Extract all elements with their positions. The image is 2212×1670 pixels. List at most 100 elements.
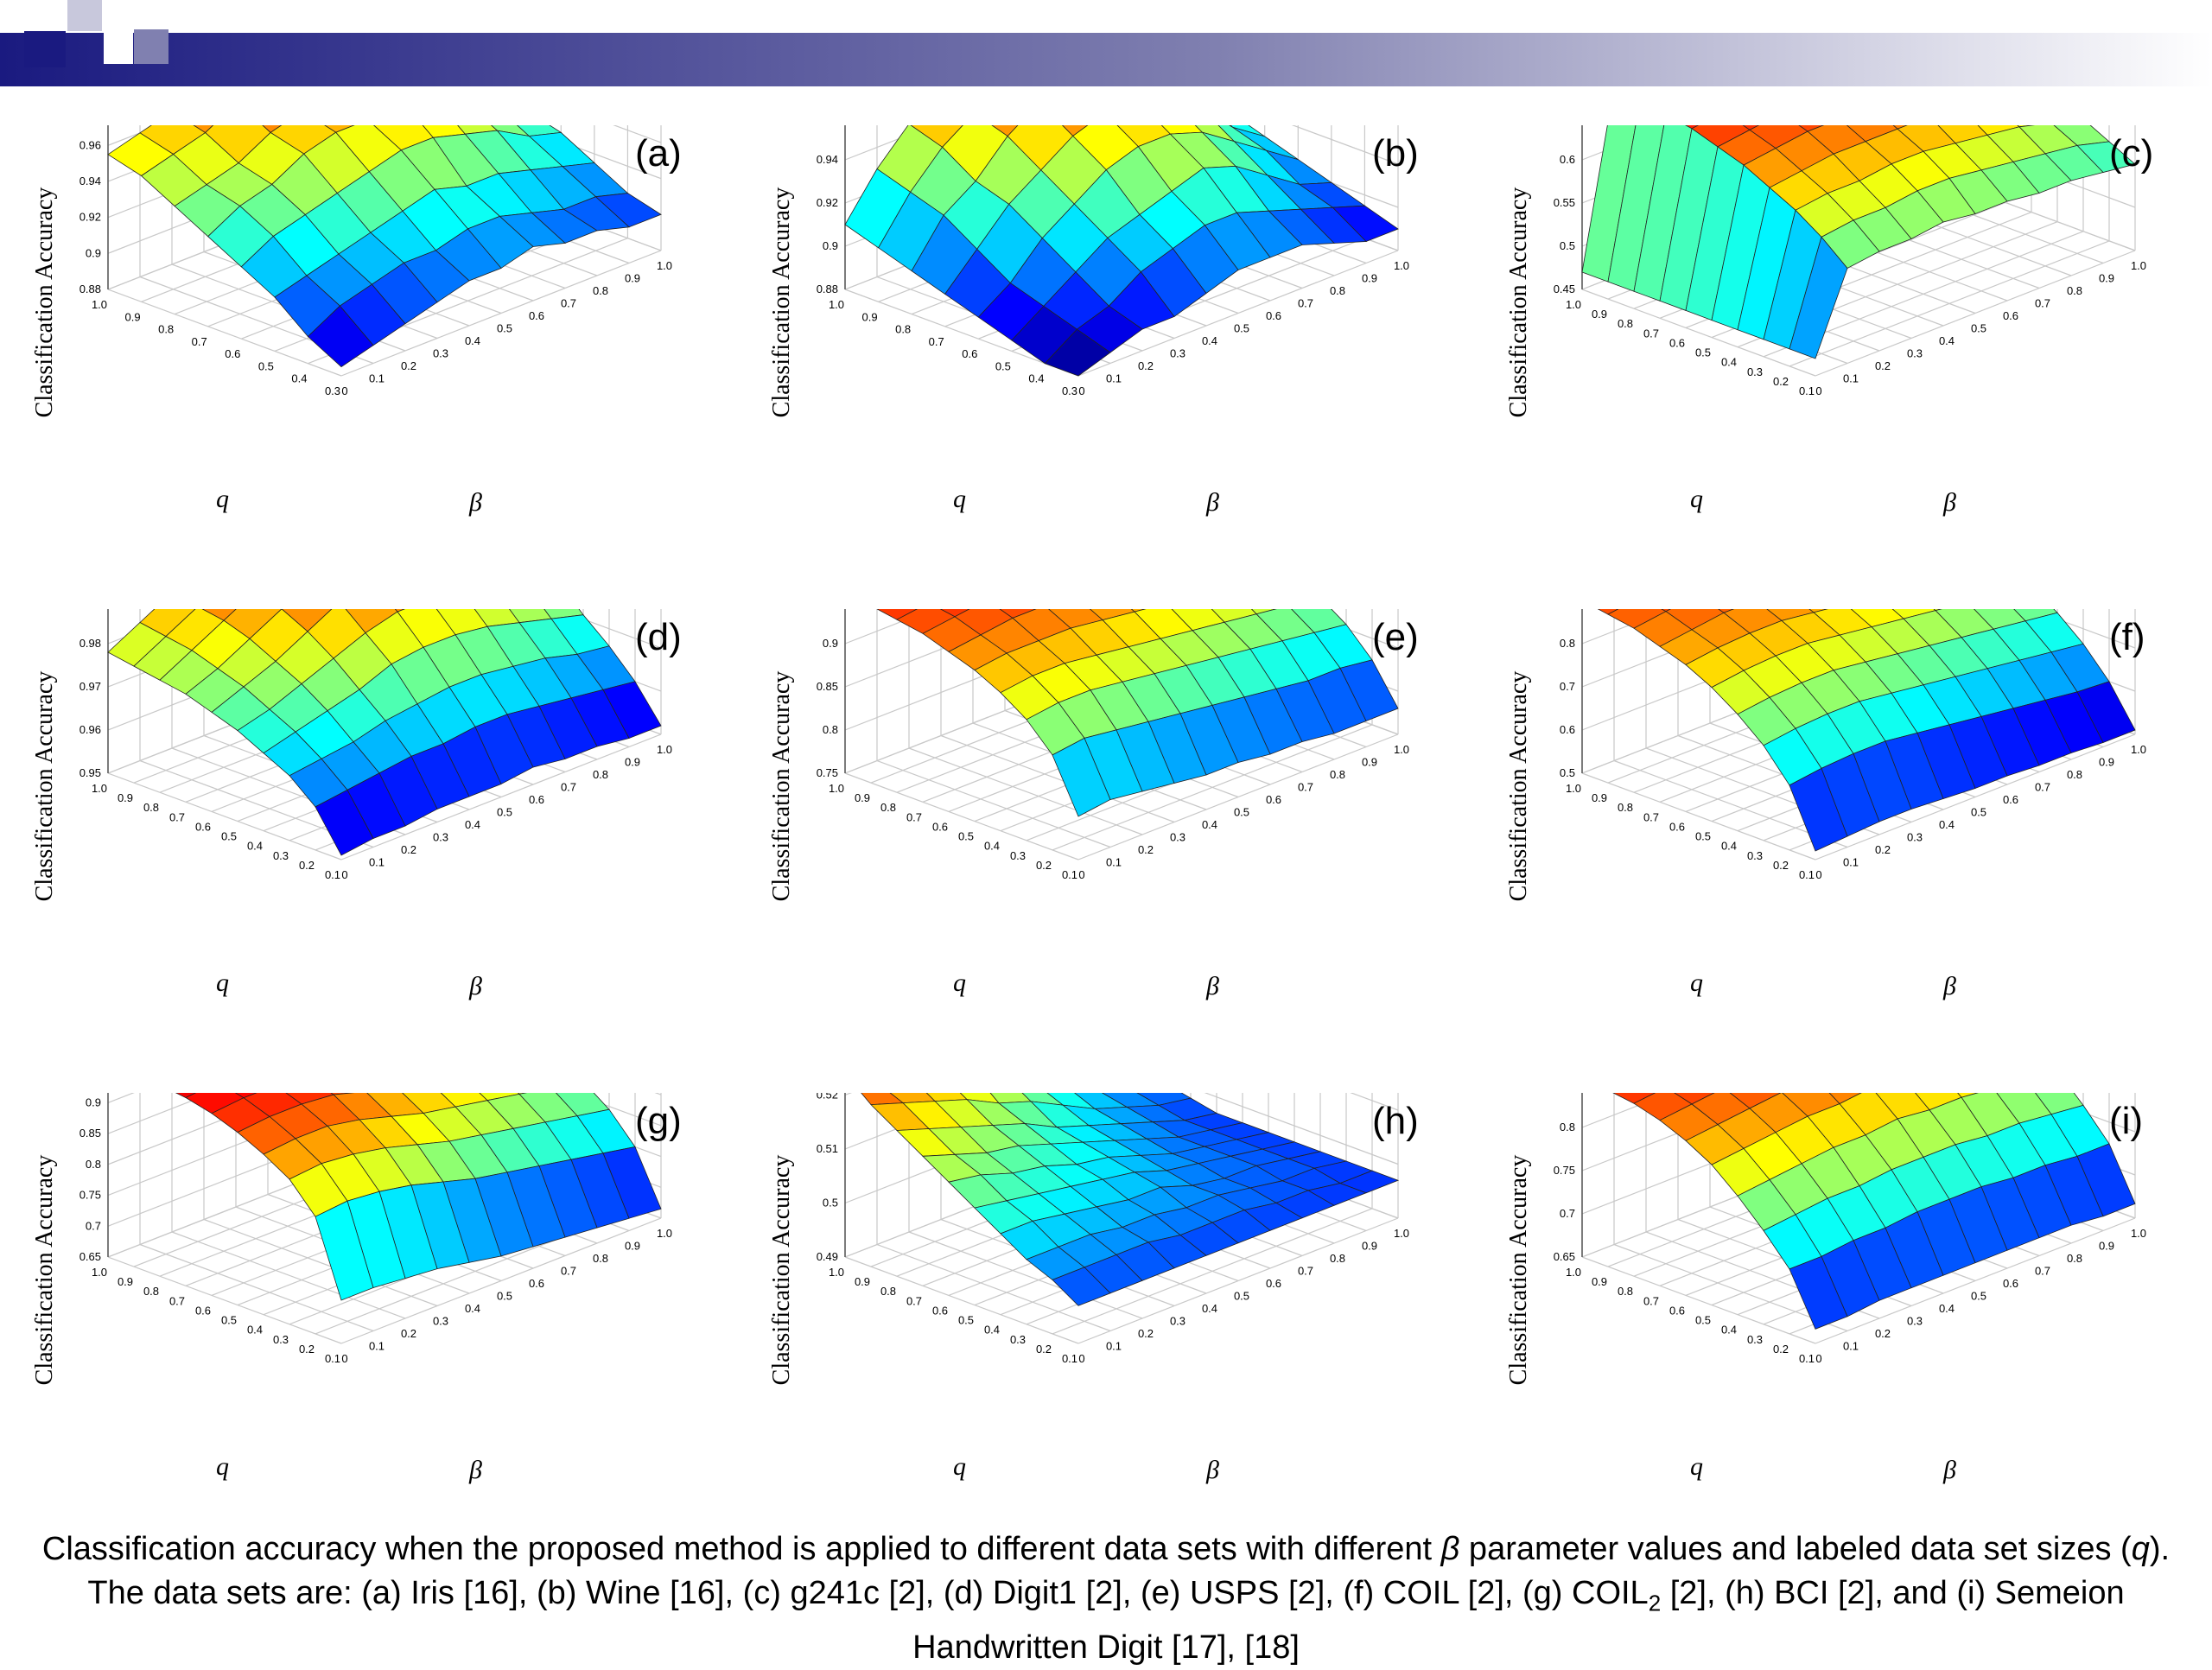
beta-tick-label: 0 bbox=[1078, 1352, 1084, 1365]
beta-tick-label: 0.2 bbox=[1138, 359, 1154, 372]
surface-patch bbox=[315, 1200, 374, 1301]
q-tick-label: 0.6 bbox=[195, 820, 211, 833]
beta-tick-label: 0.9 bbox=[2099, 756, 2114, 769]
beta-axis-label: β bbox=[1205, 1456, 1219, 1484]
surface-patch bbox=[1607, 125, 1665, 292]
surface-mesh bbox=[1597, 609, 2136, 852]
beta-tick-label: 0.9 bbox=[2099, 1240, 2114, 1253]
q-tick-label: 0.6 bbox=[932, 820, 948, 833]
q-tick-label: 0.3 bbox=[1010, 849, 1026, 862]
q-axis-label: q bbox=[216, 485, 229, 513]
surface-patch bbox=[315, 789, 374, 856]
beta-tick-label: 1.0 bbox=[657, 743, 672, 756]
q-tick-label: 0.5 bbox=[221, 830, 237, 843]
q-tick-label: 0.1 bbox=[1799, 384, 1815, 397]
q-tick-label: 0.3 bbox=[1062, 384, 1077, 397]
beta-tick-label: 0.1 bbox=[1843, 1340, 1859, 1353]
beta-tick-label: 0.1 bbox=[369, 1340, 385, 1353]
beta-tick-label: 0.2 bbox=[1875, 359, 1891, 372]
q-tick-label: 0.1 bbox=[1799, 1352, 1815, 1365]
surface-mesh bbox=[876, 609, 1399, 817]
surface-patch bbox=[1661, 609, 1671, 613]
q-tick-label: 0.4 bbox=[1028, 372, 1044, 385]
q-tick-label: 0.5 bbox=[1695, 346, 1711, 359]
z-axis-label: Classification Accuracy bbox=[31, 1155, 58, 1386]
q-tick-label: 1.0 bbox=[1566, 1266, 1581, 1279]
q-tick-label: 0.5 bbox=[258, 359, 274, 372]
tick-labels: 10.950.90.850.80.751.00.90.80.70.60.50.4… bbox=[817, 637, 1409, 881]
z-tick-label: 0.8 bbox=[1560, 1121, 1575, 1133]
z-tick-label: 0.75 bbox=[817, 766, 838, 779]
surface-patch bbox=[234, 1093, 257, 1099]
beta-tick-label: 0.6 bbox=[2003, 793, 2018, 806]
surface-patch bbox=[1685, 125, 1700, 130]
beta-tick-label: 0.1 bbox=[1106, 856, 1122, 869]
q-axis-label: q bbox=[216, 968, 229, 997]
z-axis-label: Classification Accuracy bbox=[1505, 187, 1532, 418]
beta-tick-label: 0.7 bbox=[1298, 1265, 1313, 1278]
surface-plot-g: 10.950.90.850.80.750.70.651.00.90.80.70.… bbox=[0, 1093, 737, 1577]
beta-tick-label: 0 bbox=[1078, 384, 1084, 397]
beta-tick-label: 0.2 bbox=[401, 1327, 416, 1340]
beta-tick-label: 0.5 bbox=[1234, 322, 1249, 335]
z-tick-label: 0.8 bbox=[823, 723, 838, 736]
surface-plot-grid: 10.980.960.940.920.90.881.00.90.80.70.60… bbox=[31, 125, 2153, 1484]
surface-patch bbox=[1597, 609, 1619, 615]
beta-tick-label: 0.5 bbox=[1234, 1290, 1249, 1303]
title-bar-square-4 bbox=[104, 29, 133, 64]
q-tick-label: 1.0 bbox=[829, 782, 844, 795]
z-tick-label: 0.9 bbox=[823, 637, 838, 650]
q-tick-label: 0.9 bbox=[1592, 308, 1607, 321]
q-tick-label: 0.8 bbox=[158, 323, 174, 336]
z-tick-label: 0.8 bbox=[86, 1158, 101, 1171]
tick-labels: 0.90.850.80.750.70.651.00.90.80.70.60.50… bbox=[1554, 1121, 2146, 1365]
panel-label: (h) bbox=[1372, 1100, 1419, 1142]
q-tick-label: 0.2 bbox=[1773, 859, 1789, 872]
q-tick-label: 0.5 bbox=[995, 359, 1011, 372]
q-tick-label: 0.5 bbox=[1695, 1314, 1711, 1327]
surface-patch bbox=[1052, 737, 1111, 817]
beta-tick-label: 0.3 bbox=[433, 831, 448, 844]
z-tick-label: 0.6 bbox=[1560, 153, 1575, 166]
q-tick-label: 0.7 bbox=[192, 335, 207, 348]
surface-mesh bbox=[844, 125, 1399, 377]
beta-axis-label: β bbox=[1205, 488, 1219, 517]
beta-tick-label: 0.8 bbox=[593, 768, 608, 781]
q-tick-label: 0.4 bbox=[1721, 356, 1737, 369]
beta-tick-label: 0.8 bbox=[593, 284, 608, 297]
beta-tick-label: 0 bbox=[341, 1352, 347, 1365]
beta-tick-label: 0.9 bbox=[625, 272, 640, 285]
surface-patch bbox=[876, 609, 918, 620]
beta-tick-label: 0.8 bbox=[1330, 284, 1345, 297]
beta-tick-label: 0.3 bbox=[1907, 831, 1923, 844]
beta-tick-label: 0.1 bbox=[1843, 372, 1859, 385]
panel-label: (a) bbox=[635, 132, 682, 175]
beta-tick-label: 0.3 bbox=[433, 1315, 448, 1328]
beta-tick-label: 0.7 bbox=[2035, 297, 2050, 310]
z-axis-label: Classification Accuracy bbox=[768, 187, 795, 418]
q-tick-label: 0.4 bbox=[247, 1324, 263, 1337]
beta-tick-label: 1.0 bbox=[1394, 743, 1409, 756]
tick-labels: 0.980.960.940.920.90.881.00.90.80.70.60.… bbox=[817, 153, 1409, 397]
surface-patch bbox=[1789, 236, 1848, 359]
z-tick-label: 0.6 bbox=[1560, 723, 1575, 736]
q-tick-label: 0.3 bbox=[1747, 365, 1763, 378]
beta-tick-label: 0 bbox=[1815, 1352, 1821, 1365]
beta-tick-label: 0.5 bbox=[1234, 806, 1249, 819]
beta-tick-label: 0.7 bbox=[1298, 297, 1313, 310]
q-axis-label: q bbox=[1690, 968, 1703, 997]
beta-tick-label: 1.0 bbox=[1394, 259, 1409, 272]
surface-plot-b: 0.980.960.940.920.90.881.00.90.80.70.60.… bbox=[737, 125, 1474, 609]
beta-tick-label: 0.8 bbox=[1330, 1252, 1345, 1265]
beta-tick-label: 0.3 bbox=[1907, 347, 1923, 360]
panel-label: (i) bbox=[2109, 1100, 2144, 1142]
q-tick-label: 0.4 bbox=[1721, 840, 1737, 853]
q-axis-label: q bbox=[1690, 1452, 1703, 1481]
surface-patch bbox=[307, 305, 374, 368]
beta-tick-label: 0.9 bbox=[625, 756, 640, 769]
surface-plot-svg: 0.70.650.60.550.50.451.00.90.80.70.60.50… bbox=[1505, 125, 2146, 517]
z-tick-label: 0.75 bbox=[79, 1189, 101, 1202]
beta-tick-label: 1.0 bbox=[657, 259, 672, 272]
z-tick-label: 0.88 bbox=[817, 283, 838, 295]
q-tick-label: 0.8 bbox=[1618, 317, 1633, 330]
